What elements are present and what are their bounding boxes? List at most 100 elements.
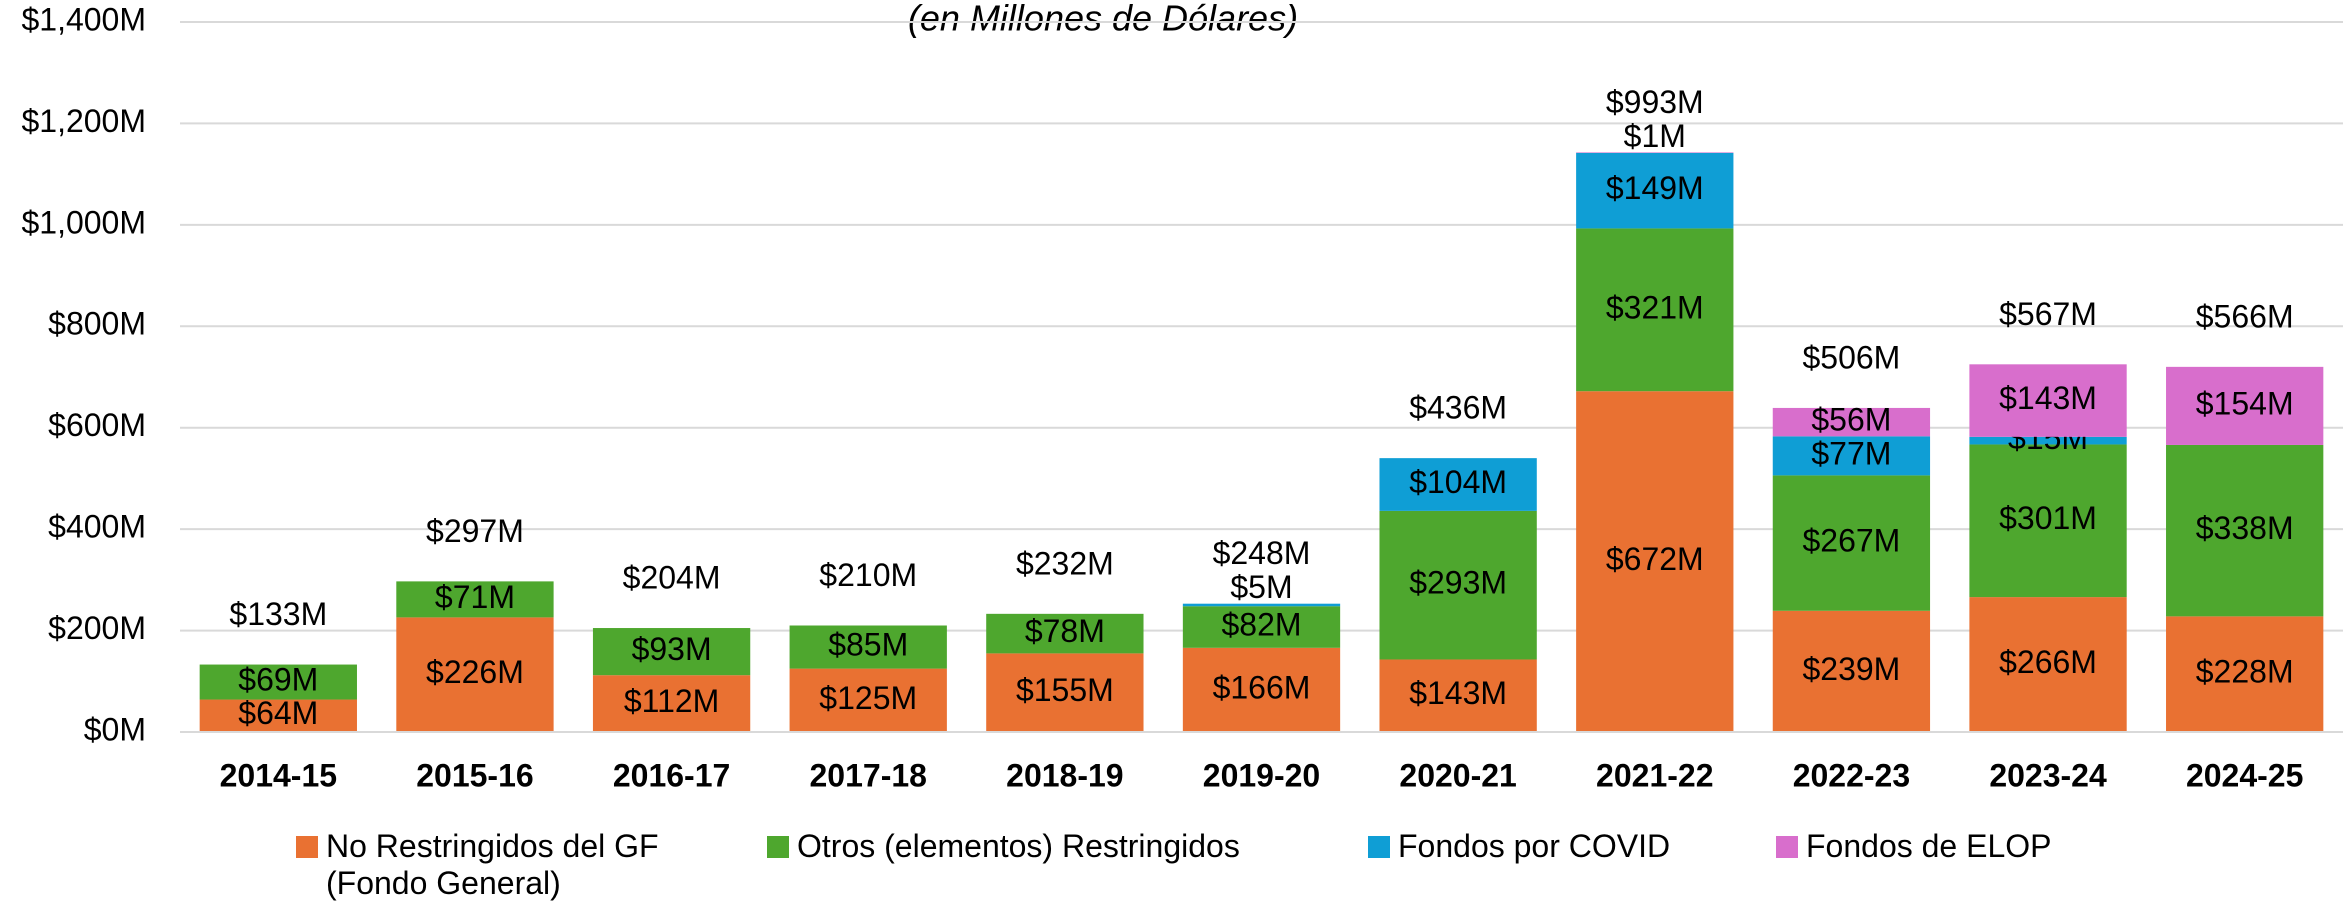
data-label: $112M	[624, 683, 719, 719]
total-label: $133M	[229, 596, 327, 632]
bar-segment	[986, 613, 1144, 654]
bar-segment	[1576, 152, 1734, 229]
legend-swatch	[1368, 836, 1390, 858]
data-label: $293M	[1409, 565, 1507, 601]
data-label: $104M	[1409, 464, 1507, 500]
bar-segment	[1772, 610, 1931, 732]
bar-segment	[1969, 444, 2127, 598]
bar-segment	[396, 581, 554, 618]
bar-segment	[1772, 475, 1931, 611]
x-tick-label: 2024-25	[2186, 757, 2303, 793]
data-label: $93M	[632, 631, 712, 667]
legend-label: Otros (elementos) Restringidos	[797, 828, 1240, 864]
data-label: $125M	[819, 680, 917, 716]
data-label: $338M	[2196, 510, 2294, 546]
legend-swatch	[767, 836, 789, 858]
x-tick-label: 2014-15	[220, 757, 337, 793]
x-tick-label: 2015-16	[416, 757, 533, 793]
legend-item: Fondos por COVID	[1368, 828, 1748, 865]
bar-segment	[986, 653, 1144, 732]
y-tick-label: $1,000M	[21, 204, 146, 240]
bar-segment	[1182, 603, 1341, 607]
bar-segment	[1182, 606, 1341, 648]
data-label: $267M	[1802, 523, 1900, 559]
data-label: $239M	[1802, 651, 1900, 687]
bar-segment	[1379, 659, 1537, 732]
bar-segment	[1772, 436, 1931, 476]
data-label: $82M	[1221, 606, 1301, 642]
data-label: $77M	[1811, 435, 1891, 471]
data-label: $1M	[1624, 118, 1686, 154]
x-tick-label: 2023-24	[1989, 757, 2107, 793]
y-tick-label: $200M	[48, 610, 146, 646]
bar-segment	[2166, 366, 2324, 445]
data-label: $85M	[828, 627, 908, 663]
chart-subtitle: (en Millones de Dólares)	[908, 0, 1298, 39]
legend-item: No Restringidos del GF (Fondo General)	[296, 828, 676, 902]
y-tick-label: $1,400M	[21, 1, 146, 37]
total-label: $506M	[1802, 339, 1900, 375]
data-label: $143M	[1999, 380, 2097, 416]
total-label: $567M	[1999, 296, 2097, 332]
total-label: $248M	[1213, 535, 1311, 571]
data-label: $69M	[238, 661, 318, 697]
legend-label: Fondos de ELOP	[1806, 828, 2052, 864]
data-label: $166M	[1213, 669, 1311, 705]
bar-segment	[396, 617, 554, 732]
x-tick-label: 2020-21	[1399, 757, 1516, 793]
data-label: $154M	[2196, 385, 2294, 421]
data-label: $64M	[238, 695, 318, 731]
bar-segment	[2166, 616, 2324, 732]
x-tick-label: 2021-22	[1596, 757, 1713, 793]
data-label: $226M	[426, 654, 524, 690]
data-label: $71M	[435, 579, 515, 615]
bar-segment	[1969, 597, 2127, 732]
bar-segment	[1576, 228, 1734, 392]
bar-segment	[592, 675, 751, 732]
bar-segment	[2166, 444, 2324, 617]
legend-label: No Restringidos del GF (Fondo General)	[326, 828, 659, 901]
total-label: $297M	[426, 513, 524, 549]
data-label: $5M	[1230, 569, 1292, 605]
total-label: $204M	[623, 559, 721, 595]
data-label: $228M	[2196, 654, 2294, 690]
y-tick-label: $800M	[48, 306, 146, 342]
total-label: $232M	[1016, 545, 1114, 581]
data-label: $155M	[1016, 672, 1114, 708]
data-label: $78M	[1025, 613, 1105, 649]
data-label: $143M	[1409, 675, 1507, 711]
legend-label: Fondos por COVID	[1398, 828, 1671, 864]
bar-segment	[199, 664, 357, 700]
total-label: $993M	[1606, 84, 1704, 120]
total-label: $566M	[2196, 298, 2294, 334]
y-tick-label: $600M	[48, 407, 146, 443]
data-label: $301M	[1999, 500, 2097, 536]
bar-segment	[1576, 152, 1734, 153]
data-label: $321M	[1606, 289, 1704, 325]
bar-segment	[1772, 407, 1931, 437]
y-tick-label: $0M	[84, 711, 146, 747]
bar-segment	[789, 625, 947, 669]
legend-swatch	[1776, 836, 1798, 858]
legend-swatch	[296, 836, 318, 858]
bar-segment	[789, 668, 947, 732]
legend-item: Fondos de ELOP	[1776, 828, 2136, 865]
total-label: $210M	[819, 557, 917, 593]
legend-item: Otros (elementos) Restringidos	[767, 828, 1327, 865]
data-label: $56M	[1811, 402, 1891, 438]
total-label: $436M	[1409, 390, 1507, 426]
data-label: $149M	[1606, 170, 1704, 206]
y-tick-label: $400M	[48, 509, 146, 545]
bar-segment	[199, 699, 357, 732]
bar-segment	[592, 628, 751, 676]
data-label: $266M	[1999, 644, 2097, 680]
x-tick-label: 2017-18	[810, 757, 927, 793]
bar-segment	[1969, 364, 2127, 437]
x-tick-label: 2022-23	[1793, 757, 1910, 793]
bar-segment	[1379, 510, 1537, 660]
y-tick-label: $1,200M	[21, 103, 146, 139]
bar-segment	[1969, 436, 2127, 445]
bar-segment	[1182, 647, 1341, 732]
